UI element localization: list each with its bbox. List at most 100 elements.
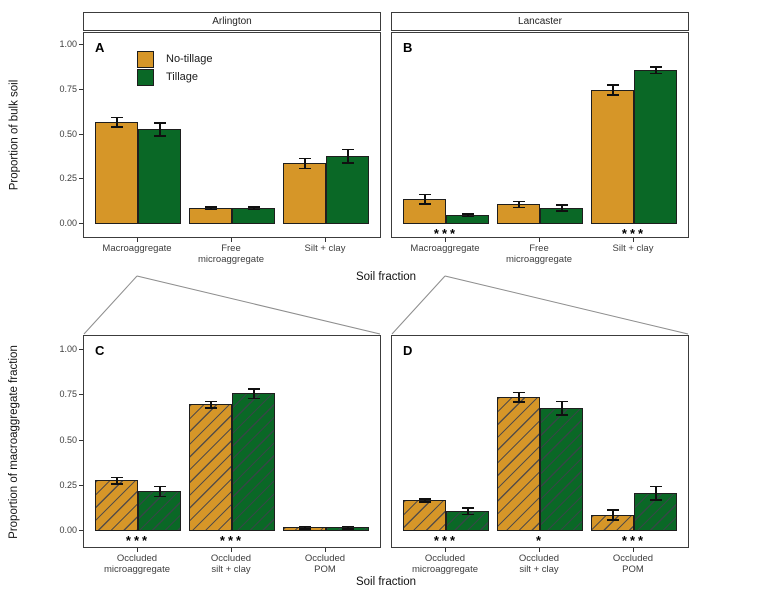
error-bar-whisker	[159, 121, 161, 137]
x-tick-label: Macroaggregate	[102, 243, 172, 254]
panel-b-lancaster-bulk-soil: B *** ***	[391, 32, 689, 241]
x-tick-label: Macroaggregate	[410, 243, 480, 254]
error-bar-whisker	[210, 206, 212, 210]
error-bar-whisker	[424, 193, 426, 205]
panel-a-arlington-bulk-soil: A No-tillage Tillage	[83, 32, 381, 238]
error-bar-cap-bottom	[513, 206, 525, 209]
significance-stars: ***	[621, 226, 647, 241]
x-tick-label: Occluded silt + clay	[210, 553, 252, 576]
legend-swatch-tillage	[137, 68, 154, 86]
y-tick-mark	[79, 44, 83, 45]
bar-tillage-cat3	[634, 70, 677, 224]
x-tick-label: Occluded silt + clay	[518, 553, 560, 576]
error-bar-cap-bottom	[205, 208, 217, 211]
facet-strip-arlington: Arlington	[83, 12, 381, 31]
error-bar-whisker	[561, 400, 563, 416]
significance-stars: ***	[621, 533, 647, 548]
significance-stars: ***	[433, 533, 459, 548]
x-tick-mark	[633, 548, 634, 552]
error-bar-cap-bottom	[419, 203, 431, 205]
error-bar-cap-bottom	[607, 94, 619, 96]
error-bar-whisker	[116, 116, 118, 128]
error-bar-cap-bottom	[342, 528, 354, 530]
error-bar-cap-top	[154, 121, 166, 124]
x-tick-mark	[445, 238, 446, 242]
error-bar-cap-top	[248, 206, 260, 208]
error-bar-whisker	[347, 148, 349, 164]
error-bar-cap-top	[607, 509, 619, 511]
x-tick-label: Occluded microaggregate	[411, 553, 478, 576]
error-bar-whisker	[612, 509, 614, 521]
error-bar-whisker	[116, 476, 118, 484]
x-tick-label: Occluded POM	[612, 553, 654, 576]
x-tick-mark	[137, 548, 138, 552]
x-tick-mark	[325, 548, 326, 552]
significance-stars: *	[535, 533, 545, 548]
bar-tillage-cat2	[232, 208, 275, 224]
panel-letter-b: B	[403, 40, 413, 55]
x-tick-label: Occluded POM	[304, 553, 346, 576]
y-tick-label: 0.25	[59, 480, 77, 490]
legend: No-tillage Tillage	[137, 50, 212, 86]
y-tick-mark	[79, 134, 83, 135]
bar-no-tillage-cat2	[497, 397, 540, 531]
bar-no-tillage-cat3	[591, 90, 634, 224]
x-tick-label: Free microaggregate	[197, 243, 264, 266]
y-tick-mark	[79, 89, 83, 90]
error-bar-whisker	[561, 204, 563, 212]
facet-strip-arlington-label: Arlington	[212, 16, 252, 27]
error-bar-cap-bottom	[111, 126, 123, 128]
error-bar-whisker	[424, 498, 426, 503]
y-tick-label: 0.50	[59, 435, 77, 445]
bar-tillage-cat1	[138, 491, 181, 531]
error-bar-cap-bottom	[342, 162, 354, 164]
error-bar-whisker	[655, 66, 657, 74]
significance-stars: ***	[433, 226, 459, 241]
x-tick-mark	[539, 238, 540, 242]
error-bar-whisker	[655, 485, 657, 501]
error-bar-cap-top	[556, 400, 568, 403]
error-bar-whisker	[253, 206, 255, 210]
error-bar-whisker	[304, 157, 306, 169]
y-axis-title-top: Proportion of bulk soil	[0, 32, 28, 238]
y-tick-label: 0.75	[59, 389, 77, 399]
bar-tillage-cat1	[446, 511, 489, 531]
error-bar-cap-top	[607, 84, 619, 86]
error-bar-cap-bottom	[248, 397, 260, 400]
error-bar-cap-top	[556, 204, 568, 206]
error-bar-cap-top	[462, 213, 474, 215]
error-bar-cap-top	[299, 157, 311, 160]
legend-label-no-tillage: No-tillage	[166, 53, 213, 65]
x-tick-mark	[231, 548, 232, 552]
error-bar-whisker	[210, 400, 212, 408]
y-axis-title-bottom-text: Proportion of macroaggregate fraction	[8, 344, 21, 539]
error-bar-whisker	[347, 525, 349, 530]
error-bar-cap-bottom	[299, 528, 311, 530]
error-bar-cap-top	[650, 485, 662, 488]
error-bar-cap-top	[419, 498, 431, 500]
y-axis-title-top-text: Proportion of bulk soil	[8, 79, 20, 191]
error-bar-cap-bottom	[650, 499, 662, 501]
y-tick-label: 0.00	[59, 525, 77, 535]
bar-no-tillage-cat3	[591, 515, 634, 531]
error-bar-cap-top	[111, 116, 123, 119]
facet-strip-lancaster-label: Lancaster	[518, 16, 562, 27]
y-axis-title-bottom: Proportion of macroaggregate fraction	[0, 335, 28, 548]
panel-letter-d: D	[403, 343, 413, 358]
error-bar-cap-top	[111, 476, 123, 479]
bar-no-tillage-cat1	[95, 122, 138, 224]
significance-stars: ***	[219, 533, 245, 548]
significance-stars: ***	[125, 533, 151, 548]
error-bar-whisker	[304, 525, 306, 530]
x-tick-mark	[539, 548, 540, 552]
error-bar-cap-bottom	[556, 210, 568, 213]
error-bar-cap-bottom	[650, 72, 662, 75]
y-tick-mark	[79, 530, 83, 531]
x-axis-title-bottom: Soil fraction	[355, 576, 417, 588]
bar-tillage-cat2	[232, 393, 275, 531]
error-bar-cap-bottom	[513, 401, 525, 404]
error-bar-cap-bottom	[556, 414, 568, 416]
error-bar-whisker	[518, 200, 520, 208]
error-bar-cap-top	[205, 206, 217, 208]
y-tick-label: 1.00	[59, 344, 77, 354]
